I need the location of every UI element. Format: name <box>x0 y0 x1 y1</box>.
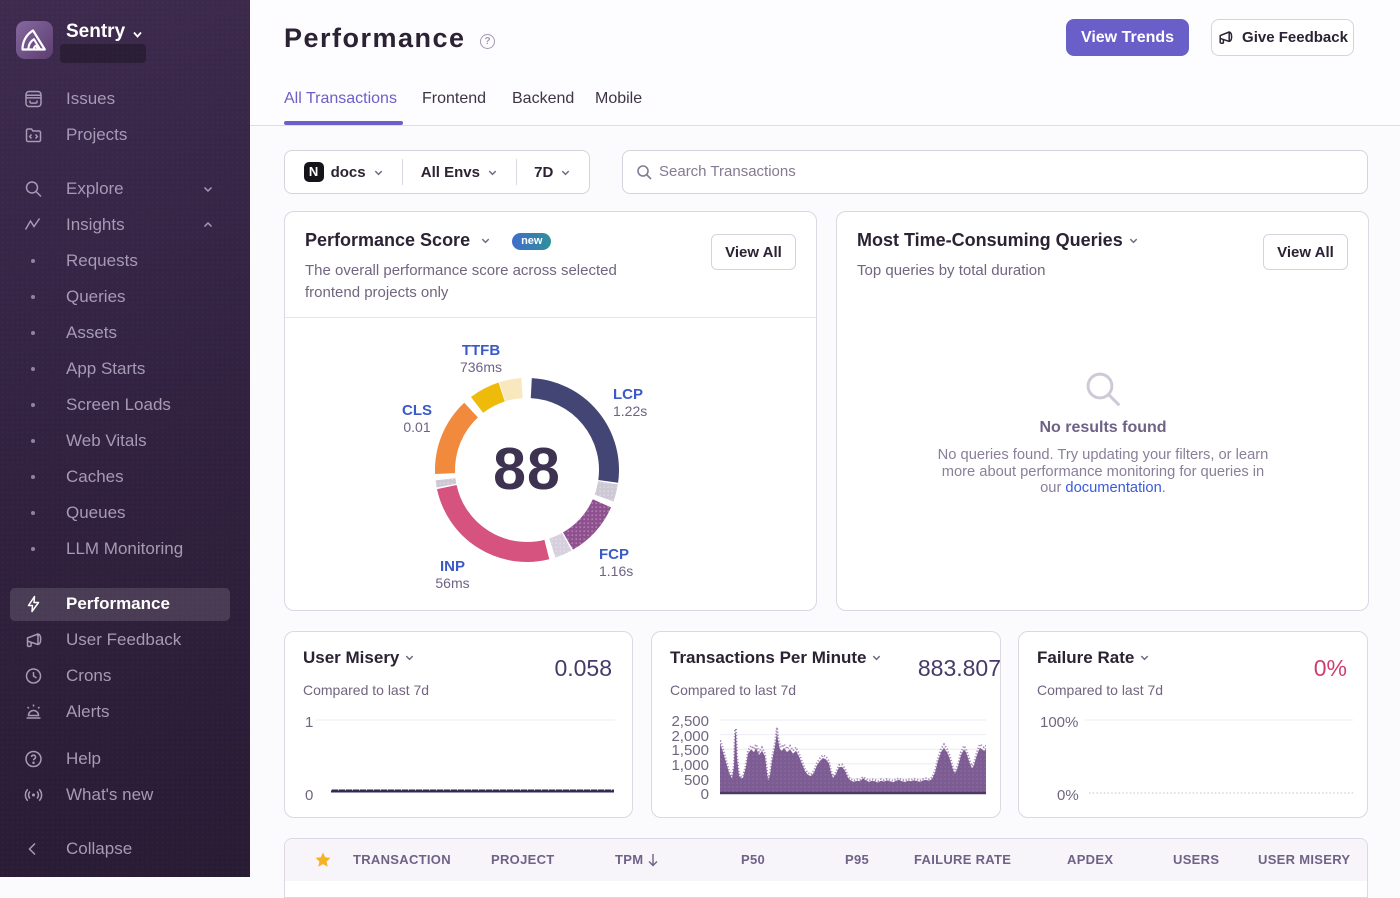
svg-text:88: 88 <box>493 436 561 502</box>
